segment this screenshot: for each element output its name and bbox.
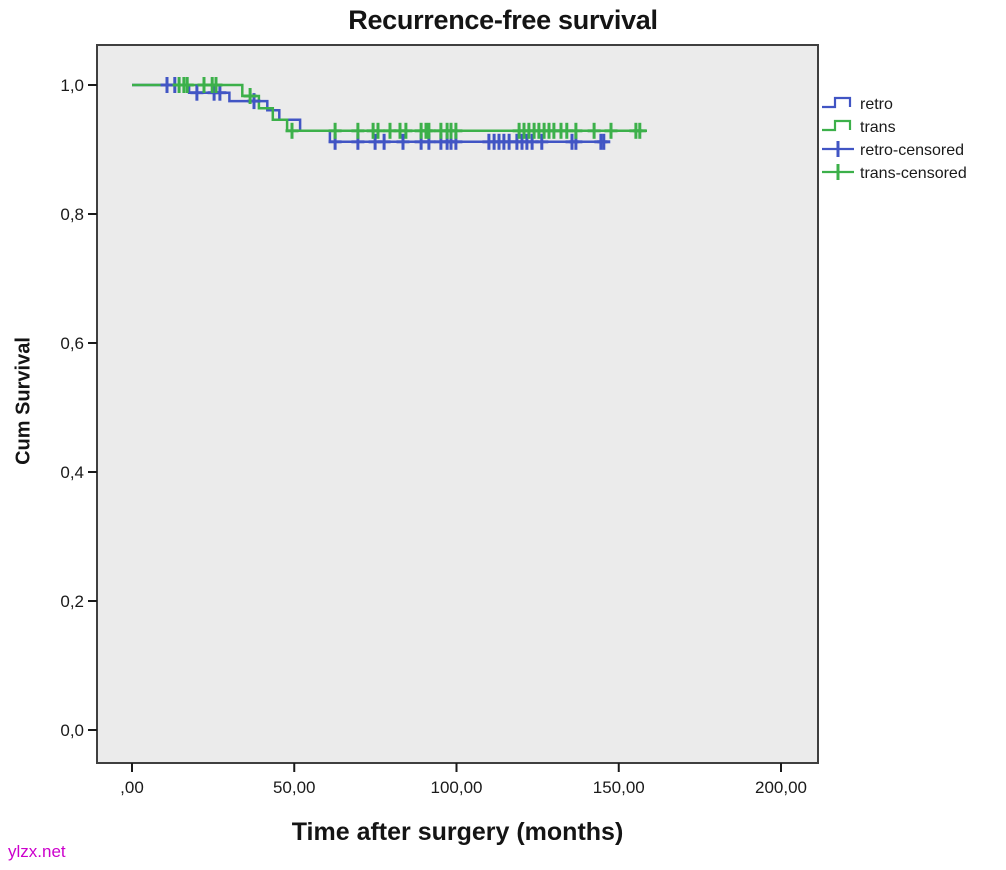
watermark-link[interactable]: ylzx.net xyxy=(8,842,66,861)
x-tick-label: 200,00 xyxy=(755,778,807,797)
legend-swatch-trans-censored xyxy=(822,164,854,180)
y-tick-label: 0,0 xyxy=(60,721,84,740)
legend-label: retro xyxy=(860,96,893,113)
legend-swatch-retro-line xyxy=(822,96,852,109)
censor-mark-trans xyxy=(449,122,463,139)
legend-label: trans-censored xyxy=(860,165,967,182)
censor-mark-trans xyxy=(285,122,299,139)
y-tick-label: 0,8 xyxy=(60,205,84,224)
y-tick-label: 0,4 xyxy=(60,463,84,482)
censor-mark-retro xyxy=(597,133,611,150)
legend-swatch-trans-line xyxy=(822,119,852,132)
chart-title: Recurrence-free survival xyxy=(348,5,658,35)
legend-label: trans xyxy=(860,119,896,136)
censor-mark-trans xyxy=(209,77,223,93)
censor-mark-retro xyxy=(396,133,410,150)
censor-mark-trans xyxy=(569,122,583,139)
y-tick-label: 0,2 xyxy=(60,592,84,611)
censor-mark-trans xyxy=(399,122,413,139)
x-tick-label: 50,00 xyxy=(273,778,316,797)
censor-mark-retro xyxy=(535,133,549,150)
x-tick-label: 150,00 xyxy=(593,778,645,797)
censor-mark-trans xyxy=(351,122,365,139)
y-axis-title: Cum Survival xyxy=(12,337,35,465)
censor-mark-retro xyxy=(190,84,204,101)
censor-mark-trans xyxy=(633,122,647,139)
legend-label: retro-censored xyxy=(860,142,964,159)
x-tick-label: 100,00 xyxy=(431,778,483,797)
censor-mark-trans xyxy=(422,122,436,139)
censor-mark-trans xyxy=(604,122,618,139)
plot-area xyxy=(96,44,819,764)
survival-curve-trans xyxy=(132,83,647,133)
censor-mark-trans xyxy=(180,77,194,93)
censor-mark-trans xyxy=(587,122,601,139)
y-tick-label: 1,0 xyxy=(60,76,84,95)
censor-mark-trans xyxy=(243,88,257,104)
censor-mark-trans xyxy=(328,122,342,139)
y-tick-label: 0,6 xyxy=(60,334,84,353)
legend-swatch-retro-censored xyxy=(822,141,854,157)
censor-mark-retro xyxy=(377,133,391,150)
x-axis-title: Time after surgery (months) xyxy=(291,818,624,846)
x-tick-label: ,00 xyxy=(120,778,144,797)
censor-mark-trans xyxy=(371,122,385,139)
